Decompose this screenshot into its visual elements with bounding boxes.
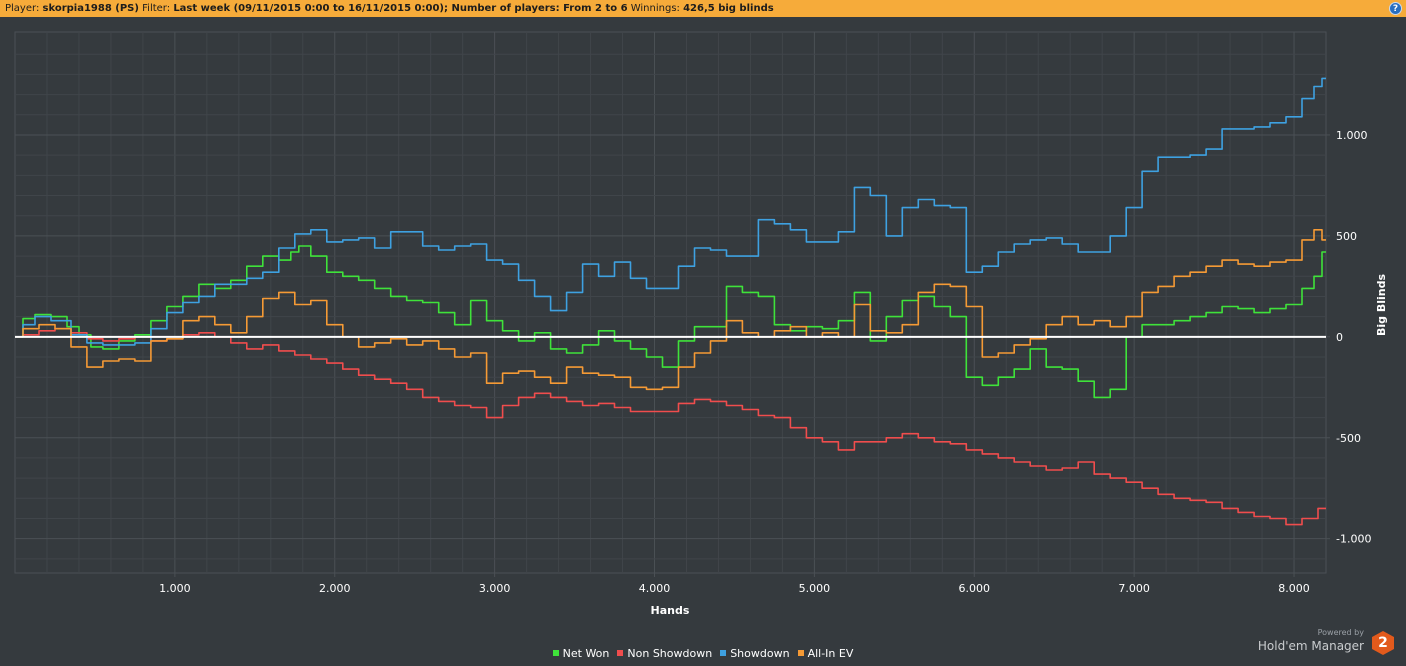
y-tick-label: -1.000 xyxy=(1336,533,1371,546)
series-lines xyxy=(15,77,1326,526)
hem2-logo-icon: 2 xyxy=(1372,631,1394,655)
x-tick-label: 4.000 xyxy=(639,582,671,595)
filter-label: Filter: xyxy=(142,3,171,14)
winnings-label: Winnings: xyxy=(630,3,680,14)
chart-legend: Net Won Non Showdown Showdown All-In EV xyxy=(0,645,1406,661)
x-axis-label: Hands xyxy=(651,604,690,617)
x-tick-label: 1.000 xyxy=(159,582,191,595)
player-label: Player: xyxy=(5,3,40,14)
legend-label: Non Showdown xyxy=(627,646,713,660)
legend-item-non-showdown[interactable]: Non Showdown xyxy=(617,645,712,661)
x-tick-label: 5.000 xyxy=(799,582,831,595)
filter-value: Last week (09/11/2015 0:00 to 16/11/2015… xyxy=(173,3,628,14)
y-tick-label: 0 xyxy=(1336,331,1343,344)
player-value: skorpia1988 (PS) xyxy=(42,3,139,14)
y-tick-label: -500 xyxy=(1336,432,1361,445)
x-tick-label: 2.000 xyxy=(319,582,351,595)
legend-item-showdown[interactable]: Showdown xyxy=(720,645,790,661)
legend-label: Showdown xyxy=(730,646,790,660)
x-tick-label: 8.000 xyxy=(1278,582,1310,595)
y-tick-label: 500 xyxy=(1336,230,1357,243)
legend-item-all-in-ev[interactable]: All-In EV xyxy=(797,645,854,661)
powered-by-text: Powered by xyxy=(1317,628,1364,637)
y-axis-ticks: 1.000 500 0 -500 -1.000 xyxy=(1326,129,1371,546)
series-line-net-won xyxy=(15,245,1326,399)
y-tick-label: 1.000 xyxy=(1336,129,1368,142)
legend-swatch xyxy=(552,650,559,656)
branding: Powered by Hold'em Manager 2 xyxy=(1258,628,1394,660)
x-axis-ticks: 1.000 2.000 3.000 4.000 5.000 6.000 7.000 8.000 xyxy=(159,573,1310,595)
legend-swatch xyxy=(720,650,727,656)
y-axis-label: Big Blinds xyxy=(1375,274,1388,336)
plot-frame xyxy=(14,31,1327,574)
x-tick-label: 6.000 xyxy=(959,582,991,595)
product-name: Hold'em Manager xyxy=(1257,639,1364,653)
legend-swatch xyxy=(797,650,804,656)
winnings-value: 426,5 big blinds xyxy=(683,3,774,14)
legend-item-net-won[interactable]: Net Won xyxy=(552,645,610,661)
legend-swatch xyxy=(617,650,624,656)
series-line-non-showdown xyxy=(15,327,1326,526)
winnings-graph: 1.000 2.000 3.000 4.000 5.000 6.000 7.000 8.000… xyxy=(14,31,1388,617)
legend-label: Net Won xyxy=(562,646,610,660)
grid xyxy=(15,32,1326,573)
legend-label: All-In EV xyxy=(807,646,854,660)
series-line-showdown xyxy=(15,77,1326,346)
x-tick-label: 7.000 xyxy=(1118,582,1150,595)
help-icon[interactable]: ? xyxy=(1389,2,1402,15)
filter-info-bar: Player: skorpia1988 (PS) Filter: Last we… xyxy=(0,0,1406,17)
x-tick-label: 3.000 xyxy=(479,582,511,595)
series-line-all-in-ev xyxy=(15,229,1326,391)
